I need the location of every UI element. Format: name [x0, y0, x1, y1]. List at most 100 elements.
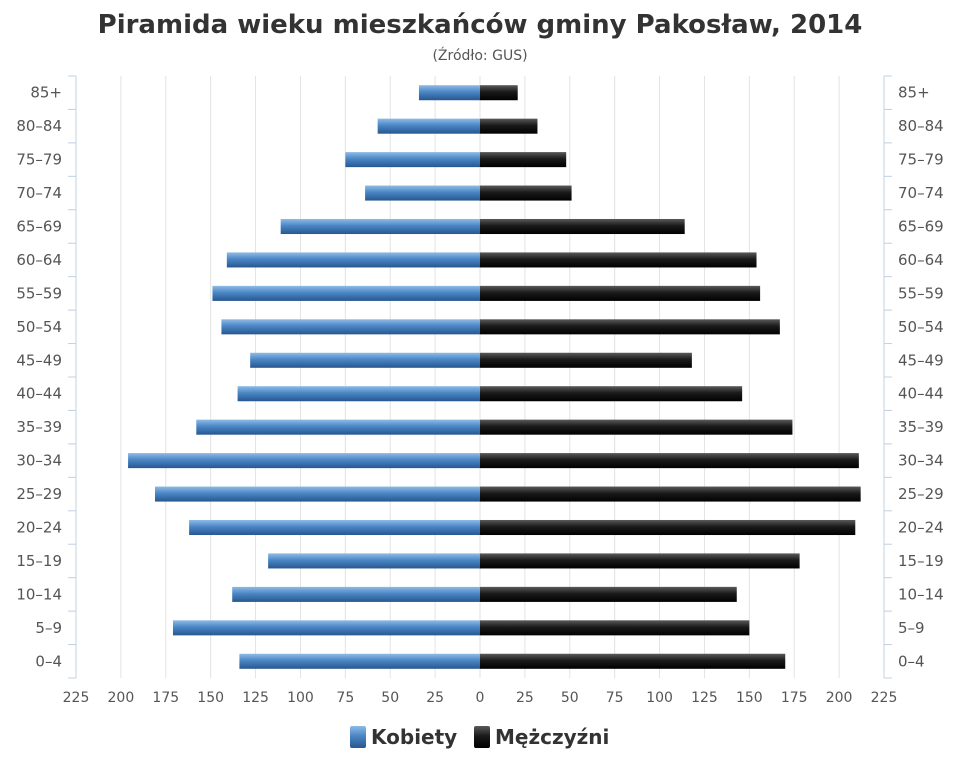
bar-kobiety — [155, 486, 480, 502]
x-tick-label: 225 — [63, 690, 90, 706]
bar-kobiety — [237, 386, 480, 402]
bar-kobiety — [345, 152, 480, 168]
left-category-label: 60–64 — [16, 251, 62, 269]
axes — [68, 75, 892, 679]
x-tick-label: 0 — [476, 690, 485, 706]
left-category-label: 55–59 — [16, 284, 62, 302]
right-category-label: 45–49 — [898, 351, 944, 369]
bar-kobiety — [268, 553, 480, 569]
bar-kobiety — [418, 85, 480, 101]
legend-mezczyzni-label: Mężczyźni — [495, 725, 609, 749]
legend-kobiety-swatch — [350, 726, 366, 748]
bar-mezczyzni — [480, 85, 518, 101]
left-category-label: 45–49 — [16, 351, 62, 369]
x-tick-label: 50 — [561, 690, 579, 706]
x-tick-label: 150 — [736, 690, 763, 706]
bar-kobiety — [239, 653, 480, 669]
bar-mezczyzni — [480, 419, 793, 435]
bar-kobiety — [280, 218, 480, 235]
left-category-label: 0–4 — [35, 652, 62, 670]
x-tick-label: 100 — [287, 690, 314, 706]
bar-mezczyzni — [480, 152, 567, 168]
bar-kobiety — [196, 419, 480, 435]
right-category-label: 15–19 — [898, 552, 944, 570]
bar-mezczyzni — [480, 352, 692, 368]
left-category-label: 75–79 — [16, 151, 62, 169]
x-tick-label: 175 — [152, 690, 179, 706]
left-category-label: 25–29 — [16, 485, 62, 503]
x-tick-label: 125 — [691, 690, 718, 706]
bar-kobiety — [226, 252, 480, 268]
bar-mezczyzni — [480, 519, 856, 536]
x-tick-label: 200 — [826, 690, 853, 706]
bar-mezczyzni — [480, 252, 757, 268]
right-category-label: 10–14 — [898, 585, 944, 603]
right-category-label: 55–59 — [898, 284, 944, 302]
bar-mezczyzni — [480, 319, 780, 335]
bar-mezczyzni — [480, 218, 685, 235]
x-tick-label: 75 — [336, 690, 354, 706]
bar-kobiety — [377, 118, 480, 134]
left-category-label: 35–39 — [16, 418, 62, 436]
bar-mezczyzni — [480, 553, 800, 569]
bar-kobiety — [365, 185, 480, 201]
x-tick-label: 50 — [381, 690, 399, 706]
right-category-label: 50–54 — [898, 318, 944, 336]
bar-mezczyzni — [480, 185, 572, 201]
right-category-label: 35–39 — [898, 418, 944, 436]
bar-kobiety — [128, 453, 480, 469]
legend: Kobiety Mężczyźni — [350, 725, 609, 749]
bar-kobiety — [189, 519, 480, 536]
left-category-label: 20–24 — [16, 519, 62, 537]
right-category-label: 5–9 — [898, 619, 925, 637]
bar-kobiety — [250, 352, 480, 368]
right-category-label: 60–64 — [898, 251, 944, 269]
x-tick-label: 25 — [426, 690, 444, 706]
right-category-label: 30–34 — [898, 452, 944, 470]
right-category-label: 0–4 — [898, 652, 925, 670]
left-category-label: 50–54 — [16, 318, 62, 336]
x-tick-label: 25 — [516, 690, 534, 706]
chart-title: Piramida wieku mieszkańców gminy Pakosła… — [98, 10, 863, 40]
left-category-label: 85+ — [30, 84, 62, 102]
bars — [128, 85, 861, 669]
bar-kobiety — [221, 319, 480, 335]
left-category-label: 65–69 — [16, 218, 62, 236]
x-tick-label: 175 — [781, 690, 808, 706]
right-category-label: 25–29 — [898, 485, 944, 503]
bar-mezczyzni — [480, 453, 859, 469]
bar-mezczyzni — [480, 586, 737, 602]
right-category-label: 70–74 — [898, 184, 944, 202]
chart-subtitle: (Źródło: GUS) — [432, 46, 527, 64]
x-tick-label: 75 — [606, 690, 624, 706]
bar-mezczyzni — [480, 486, 861, 502]
right-category-label: 20–24 — [898, 519, 944, 537]
x-tick-label: 150 — [197, 690, 224, 706]
grid-lines — [75, 76, 885, 678]
axis-labels: 225 200 175 150 125 100 75 50 25 0 25 50 75 100 125 150… — [16, 84, 943, 706]
x-tick-label: 125 — [242, 690, 269, 706]
left-category-label: 70–74 — [16, 184, 62, 202]
right-category-label: 75–79 — [898, 151, 944, 169]
legend-mezczyzni-swatch — [474, 726, 490, 748]
right-category-label: 65–69 — [898, 218, 944, 236]
legend-kobiety-label: Kobiety — [371, 725, 457, 749]
left-category-label: 80–84 — [16, 117, 62, 135]
bar-mezczyzni — [480, 285, 761, 301]
x-tick-label: 200 — [108, 690, 135, 706]
left-category-label: 5–9 — [35, 619, 62, 637]
bar-kobiety — [172, 620, 480, 636]
right-category-label: 85+ — [898, 84, 930, 102]
bar-mezczyzni — [480, 386, 743, 402]
left-category-label: 15–19 — [16, 552, 62, 570]
left-category-label: 30–34 — [16, 452, 62, 470]
x-tick-label: 225 — [871, 690, 898, 706]
bar-kobiety — [232, 586, 480, 602]
x-tick-label: 100 — [646, 690, 673, 706]
bar-mezczyzni — [480, 653, 786, 669]
right-category-label: 40–44 — [898, 385, 944, 403]
bar-mezczyzni — [480, 118, 538, 134]
bar-mezczyzni — [480, 620, 750, 636]
